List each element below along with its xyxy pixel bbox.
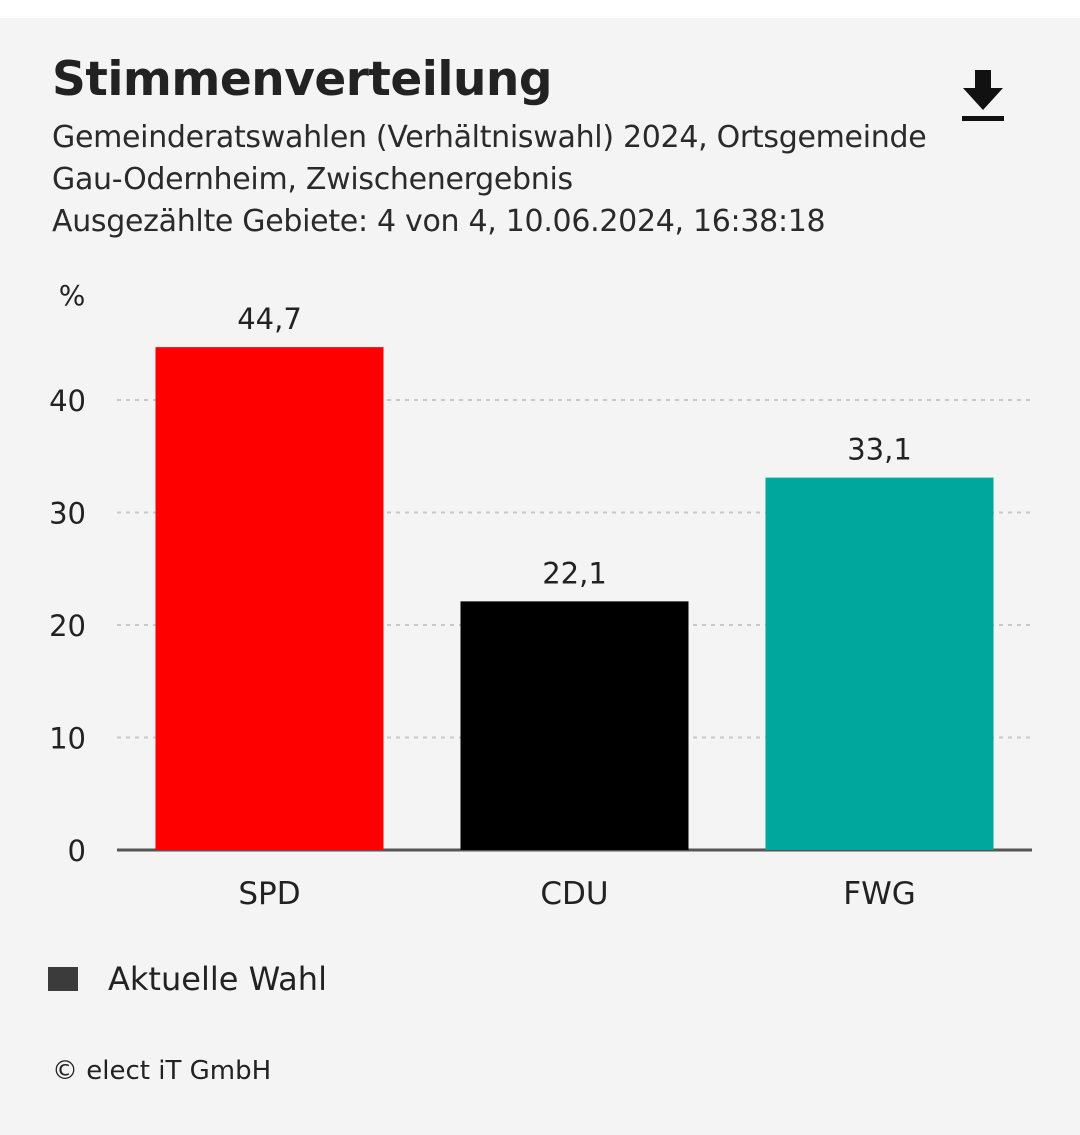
legend-label: Aktuelle Wahl <box>108 960 327 998</box>
y-tick-label: 20 <box>49 609 86 643</box>
download-button[interactable] <box>958 68 1008 124</box>
bars <box>155 347 994 850</box>
bar-chart: % 0 10 20 30 40 44,7 SPD 22,1 CDU 33,1 FWG <box>49 279 1032 912</box>
legend-swatch <box>48 967 78 991</box>
bar-value-label: 44,7 <box>237 302 302 336</box>
y-tick-label: 40 <box>49 384 86 418</box>
bar-spd <box>155 347 384 850</box>
page-title: Stimmenverteilung <box>52 52 553 107</box>
chart-subtitle: Gemeinderatswahlen (Verhältniswahl) 2024… <box>52 117 1012 243</box>
y-axis-unit-label: % <box>59 279 86 312</box>
copyright-text: © elect iT GmbH <box>52 1056 272 1086</box>
subtitle-line: Gemeinderatswahlen (Verhältniswahl) 2024… <box>52 120 927 155</box>
subtitle-line: Gau-Odernheim, Zwischenergebnis <box>52 162 573 197</box>
x-category-label: FWG <box>843 876 916 912</box>
bar-value-label: 22,1 <box>542 556 607 590</box>
bar-value-label: 33,1 <box>847 433 912 467</box>
y-tick-label: 10 <box>49 722 86 756</box>
x-category-label: SPD <box>238 876 300 912</box>
bar-cdu <box>460 601 689 850</box>
download-icon <box>962 70 1004 121</box>
subtitle-line: Ausgezählte Gebiete: 4 von 4, 10.06.2024… <box>52 204 826 239</box>
bar-fwg <box>765 477 994 850</box>
x-category-label: CDU <box>540 876 608 912</box>
labels: % 0 10 20 30 40 44,7 SPD 22,1 CDU 33,1 FWG <box>49 279 916 912</box>
y-tick-label: 30 <box>49 497 86 531</box>
legend: Aktuelle Wahl <box>48 960 327 998</box>
y-tick-label: 0 <box>68 834 86 868</box>
